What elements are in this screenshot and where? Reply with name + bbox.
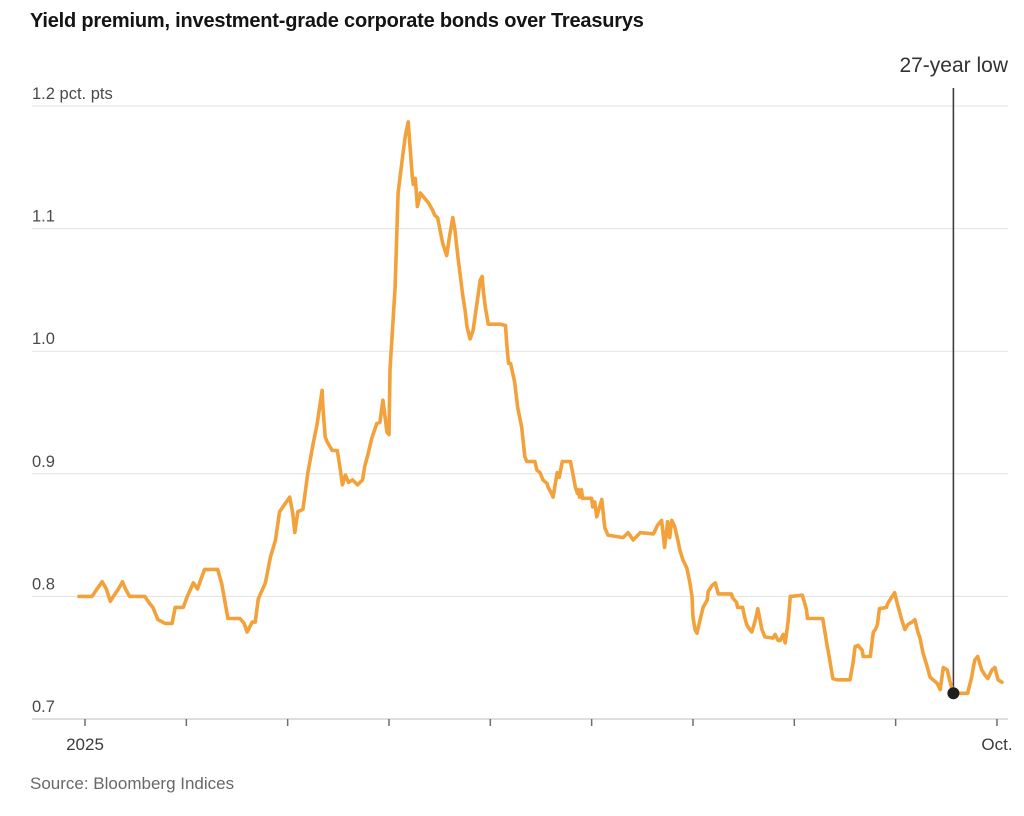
x-axis-label: Oct.	[981, 735, 1012, 754]
y-axis-label: 0.8	[32, 575, 55, 593]
y-axis-label: 1.2 pct. pts	[32, 85, 113, 103]
y-axis-label: 0.7	[32, 698, 55, 716]
annotation-label-27-year-low: 27-year low	[899, 54, 1008, 77]
low-marker-dot	[947, 687, 960, 700]
series-line	[77, 120, 1004, 696]
source-note: Source: Bloomberg Indices	[30, 774, 235, 793]
y-axis-label: 0.9	[32, 453, 55, 471]
y-axis-label: 1.0	[32, 330, 55, 348]
chart-title: Yield premium, investment-grade corporat…	[30, 10, 644, 32]
x-axis-label: 2025	[66, 735, 104, 754]
y-axis-label: 1.1	[32, 208, 55, 226]
